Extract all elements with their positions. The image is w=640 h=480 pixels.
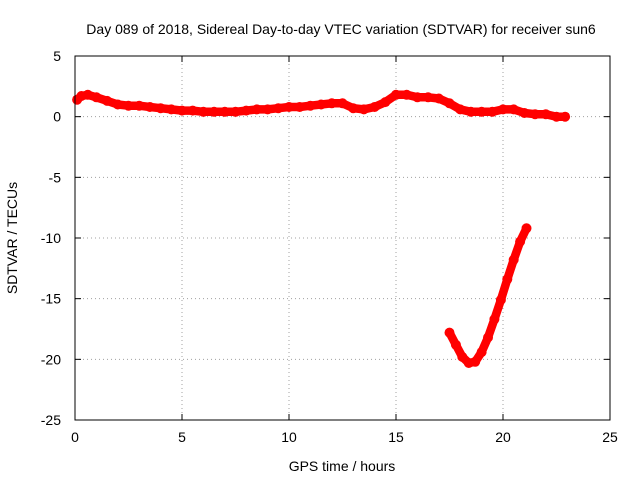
data-point (508, 104, 519, 115)
data-point (455, 104, 466, 115)
data-point (487, 106, 498, 117)
x-tick-label: 5 (178, 429, 186, 445)
data-point (391, 89, 401, 100)
data-point (495, 294, 506, 305)
axis-ticks: 0 5 10 15 20 25 -25 -20 -15 -10 -5 0 5 (41, 48, 618, 445)
data-point (450, 339, 461, 350)
data-point (530, 109, 541, 120)
data-point (498, 104, 508, 115)
data-point (433, 93, 444, 104)
data-point (316, 99, 327, 110)
data-point (519, 108, 530, 118)
data-point (326, 98, 337, 109)
x-tick-label: 20 (495, 429, 511, 445)
data-point (251, 104, 262, 115)
data-point (177, 105, 187, 116)
x-tick-label: 25 (602, 429, 618, 445)
data-point (102, 95, 113, 106)
data-point (508, 254, 519, 265)
chart-title: Day 089 of 2018, Sidereal Day-to-day VTE… (86, 21, 596, 37)
data-point (82, 89, 93, 100)
data-point (155, 103, 166, 114)
data-point (380, 97, 391, 108)
y-tick-label: 5 (53, 48, 61, 64)
data-point (465, 106, 476, 117)
data-point (241, 105, 252, 116)
data-point (219, 106, 230, 117)
data-point (305, 100, 316, 111)
data-point (444, 327, 455, 338)
data-point (134, 100, 145, 111)
data-point (502, 274, 513, 285)
data-point (423, 92, 434, 103)
data-point (551, 111, 562, 122)
data-point (262, 104, 273, 115)
data-point (515, 236, 526, 247)
y-tick-label: 0 (53, 109, 61, 125)
grid-lines (75, 56, 610, 420)
data-point (187, 105, 198, 116)
y-tick-label: -5 (49, 169, 62, 185)
data-point (198, 106, 209, 117)
x-tick-label: 15 (388, 429, 404, 445)
data-point (444, 98, 455, 109)
y-tick-label: -20 (41, 351, 61, 367)
data-point (401, 89, 412, 100)
y-tick-label: -25 (41, 412, 61, 428)
data-point (273, 103, 284, 114)
data-point (540, 109, 551, 120)
data-point (521, 223, 532, 234)
data-point (144, 102, 155, 112)
series-line (445, 224, 531, 368)
data-point (337, 98, 348, 109)
x-tick-label: 0 (71, 429, 79, 445)
data-point (560, 111, 571, 122)
data-point (470, 356, 481, 367)
y-tick-label: -10 (41, 230, 61, 246)
data-point (358, 104, 369, 115)
data-point (476, 106, 487, 117)
data-point (412, 92, 423, 103)
data-point (483, 332, 493, 343)
data-point (166, 104, 177, 115)
data-point (369, 102, 380, 112)
data-point (489, 314, 500, 325)
data-point (123, 100, 134, 111)
data-point (91, 92, 102, 103)
x-tick-label: 10 (281, 429, 297, 445)
y-tick-label: -15 (41, 291, 61, 307)
data-point (457, 351, 468, 362)
data-point (476, 347, 487, 358)
data-point (209, 106, 220, 117)
series-group (72, 89, 571, 368)
x-axis-label: GPS time / hours (289, 458, 396, 474)
y-axis-label: SDTVAR / TECUs (4, 182, 20, 294)
data-point (294, 102, 305, 112)
data-point (230, 106, 241, 117)
data-point (348, 103, 359, 114)
data-point (284, 102, 294, 112)
data-point (112, 99, 123, 110)
